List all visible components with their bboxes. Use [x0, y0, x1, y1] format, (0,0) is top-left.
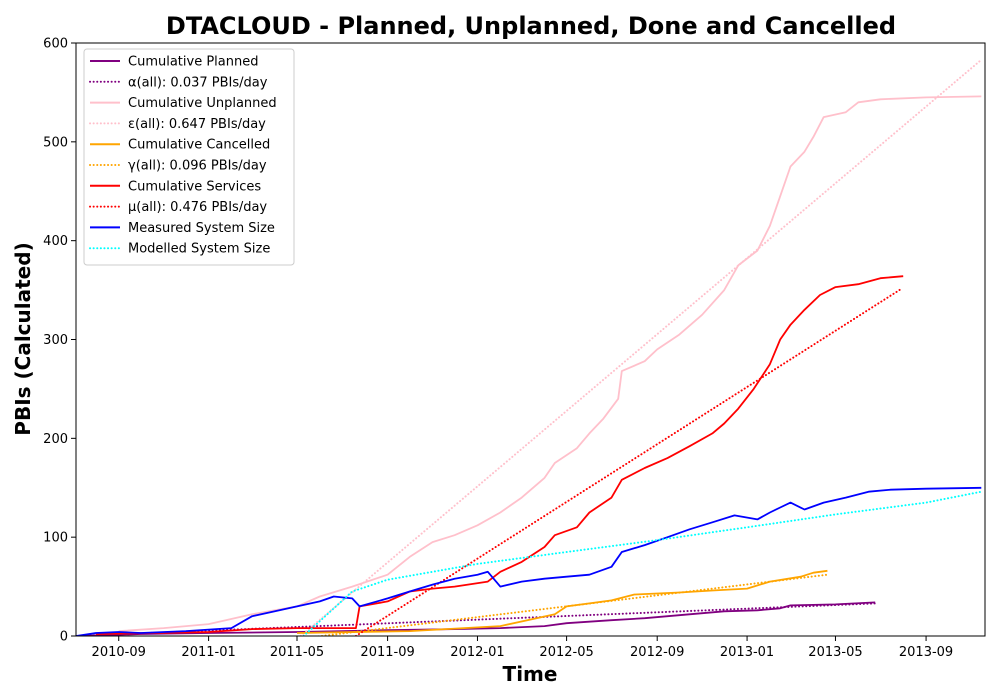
y-tick-label: 0 — [60, 630, 68, 645]
x-tick-label: 2012-01 — [450, 645, 504, 660]
x-tick-label: 2011-01 — [181, 645, 235, 660]
x-tick-label: 2012-09 — [630, 645, 684, 660]
series-line-10 — [302, 490, 983, 636]
y-tick-label: 100 — [43, 531, 68, 546]
legend-label: Cumulative Unplanned — [128, 96, 277, 111]
y-tick-label: 200 — [43, 432, 68, 447]
legend-label: Cumulative Cancelled — [128, 138, 270, 153]
x-tick-label: 2013-09 — [899, 645, 953, 660]
legend-label: Cumulative Planned — [128, 55, 258, 70]
series-line-1 — [76, 601, 876, 636]
y-tick-label: 500 — [43, 135, 68, 150]
chart-title: DTACLOUD - Planned, Unplanned, Done and … — [166, 12, 896, 40]
x-tick-label: 2012-05 — [539, 645, 593, 660]
y-tick-label: 400 — [43, 234, 68, 249]
legend-label: Measured System Size — [128, 221, 275, 236]
series-line-7 — [95, 275, 904, 635]
y-tick-label: 600 — [43, 37, 68, 52]
legend-label: ε(all): 0.647 PBIs/day — [128, 117, 266, 132]
series-lines — [76, 58, 983, 636]
legend-label: γ(all): 0.096 PBIs/day — [128, 159, 267, 174]
legend-label: Modelled System Size — [128, 242, 270, 257]
legend-label: Cumulative Services — [128, 179, 261, 194]
series-line-6 — [313, 573, 829, 636]
y-axis-title: PBIs (Calculated) — [11, 242, 35, 435]
x-tick-label: 2013-01 — [720, 645, 774, 660]
x-tick-label: 2011-09 — [360, 645, 414, 660]
x-axis: 2010-09 2011-01 2011-05 2011-09 2012-01 2012-… — [92, 636, 953, 660]
y-axis: 0 100 200 300 400 500 600 — [43, 37, 76, 645]
legend-label: α(all): 0.037 PBIs/day — [128, 75, 268, 90]
x-axis-title: Time — [503, 662, 558, 686]
y-tick-label: 300 — [43, 333, 68, 348]
series-line-2 — [76, 602, 877, 636]
legend-box — [83, 48, 295, 266]
legend-label: μ(all): 0.476 PBIs/day — [128, 200, 267, 215]
series-line-9 — [76, 486, 982, 636]
series-line-8 — [354, 287, 904, 636]
legend: Cumulative Planned α(all): 0.037 PBIs/day… — [83, 48, 295, 266]
x-tick-label: 2011-05 — [270, 645, 324, 660]
x-tick-label: 2013-05 — [808, 645, 862, 660]
x-tick-label: 2010-09 — [92, 645, 146, 660]
series-line-4 — [299, 58, 983, 636]
